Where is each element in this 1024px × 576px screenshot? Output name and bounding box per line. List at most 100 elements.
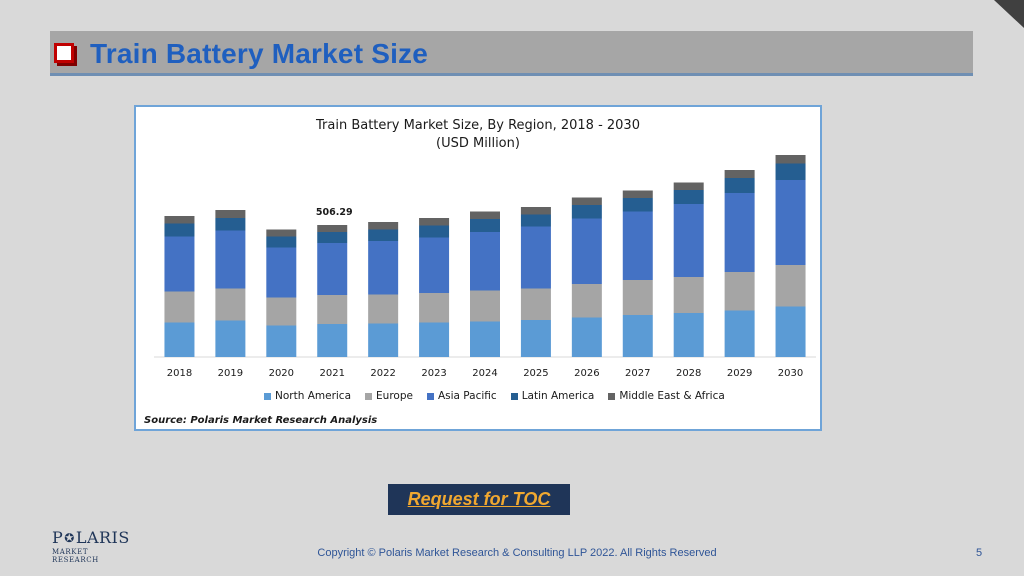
bar-segment bbox=[571, 218, 602, 284]
x-tick-label: 2030 bbox=[778, 368, 803, 379]
bar-segment bbox=[520, 226, 551, 289]
bar-segment bbox=[215, 218, 246, 231]
legend-item: Middle East & Africa bbox=[608, 390, 725, 402]
bar-segment bbox=[266, 229, 297, 237]
bar-segment bbox=[419, 322, 450, 357]
chart-source: Source: Polaris Market Research Analysis bbox=[144, 415, 378, 426]
bar-segment bbox=[673, 277, 704, 313]
bar-segment bbox=[724, 310, 755, 357]
bar-segment bbox=[724, 170, 755, 178]
legend-label: Europe bbox=[376, 390, 413, 402]
stacked-bar-chart: 2018 2019 2020 2021 506.29 2022 2023 2024 2025 20… bbox=[154, 155, 816, 379]
x-tick-label: 2029 bbox=[727, 368, 752, 379]
bar-segment bbox=[520, 214, 551, 227]
polaris-logo: P ✪ LARIS MARKET RESEARCH bbox=[52, 528, 132, 565]
chart-legend: North America Europe Asia Pacific Latin Ame… bbox=[264, 390, 725, 402]
bar-segment bbox=[368, 294, 399, 324]
bar-segment bbox=[164, 216, 195, 224]
bar-segment bbox=[419, 218, 450, 226]
chart-frame: Train Battery Market Size, By Region, 20… bbox=[134, 105, 822, 431]
bar-segment bbox=[673, 313, 704, 357]
bar-segment bbox=[368, 222, 399, 230]
x-tick-label: 2026 bbox=[574, 368, 599, 379]
bar-segment bbox=[266, 297, 297, 326]
legend-label: North America bbox=[275, 390, 352, 402]
bar-segment bbox=[470, 321, 500, 357]
corner-decoration bbox=[994, 0, 1024, 28]
title-bar: Train Battery Market Size bbox=[50, 31, 973, 76]
bar-segment bbox=[368, 229, 399, 241]
legend-swatch bbox=[426, 392, 434, 400]
bar-segment bbox=[775, 155, 806, 164]
bar-segment bbox=[164, 291, 195, 323]
checkbox-bullet-icon bbox=[54, 43, 74, 63]
x-tick-label: 2019 bbox=[218, 368, 243, 379]
bar-segment bbox=[164, 236, 195, 292]
copyright-text: Copyright © Polaris Market Research & Co… bbox=[317, 547, 717, 559]
legend-label: Latin America bbox=[521, 390, 595, 402]
bar-segment bbox=[520, 207, 551, 215]
bar-segment bbox=[419, 293, 450, 323]
bar-segment bbox=[622, 315, 653, 357]
bar-segment bbox=[368, 241, 399, 295]
bar-segment bbox=[724, 178, 755, 193]
bar-segment bbox=[470, 211, 500, 219]
legend-swatch bbox=[510, 392, 518, 400]
bar-segment bbox=[317, 295, 348, 324]
bar-segment bbox=[775, 265, 806, 307]
bar-segment bbox=[673, 182, 704, 190]
bar-segment bbox=[317, 324, 348, 357]
bar-segment bbox=[622, 190, 653, 198]
bar-segment bbox=[419, 237, 450, 293]
bar-segment bbox=[775, 306, 806, 357]
bar-segment bbox=[419, 225, 450, 238]
bar-segment bbox=[622, 280, 653, 315]
bar-segment bbox=[520, 288, 551, 320]
legend-item: North America bbox=[264, 390, 351, 402]
request-toc-button[interactable]: Request for TOC bbox=[388, 484, 570, 515]
x-tick-label: 2020 bbox=[269, 368, 294, 379]
logo-subtitle: MARKET RESEARCH bbox=[52, 548, 99, 564]
legend-item: Latin America bbox=[510, 390, 595, 402]
bar-segment bbox=[470, 219, 500, 232]
legend-swatch bbox=[264, 392, 271, 400]
bar-segment bbox=[266, 325, 297, 357]
legend-label: Middle East & Africa bbox=[619, 390, 725, 402]
bar-segment bbox=[164, 223, 195, 237]
logo-name-right: LARIS bbox=[75, 528, 130, 547]
bar-segment bbox=[775, 163, 806, 180]
bar-segment bbox=[622, 198, 653, 212]
bar-segment bbox=[775, 180, 806, 265]
x-tick-label: 2021 bbox=[320, 368, 345, 379]
legend-swatch bbox=[608, 392, 616, 400]
bar-segment bbox=[215, 320, 246, 357]
bar-segment bbox=[317, 225, 348, 232]
x-tick-label: 2018 bbox=[167, 368, 192, 379]
bar-segment bbox=[470, 290, 500, 322]
page-number: 5 bbox=[976, 547, 983, 559]
bar-segment bbox=[724, 193, 755, 272]
x-tick-label: 2023 bbox=[421, 368, 446, 379]
data-label: 506.29 bbox=[316, 207, 353, 218]
logo-name-left: P bbox=[52, 528, 64, 547]
bar-segment bbox=[317, 232, 348, 243]
bar-segment bbox=[571, 284, 602, 318]
x-tick-label: 2028 bbox=[676, 368, 701, 379]
bar-segment bbox=[571, 317, 602, 357]
bar-segment bbox=[215, 210, 246, 218]
bar-segment bbox=[215, 288, 246, 321]
x-tick-label: 2025 bbox=[523, 368, 548, 379]
legend-item: Europe bbox=[365, 390, 413, 402]
bar-segment bbox=[266, 247, 297, 298]
bar-segment bbox=[164, 322, 195, 357]
bar-segment bbox=[673, 204, 704, 277]
bar-segment bbox=[520, 320, 551, 357]
bar-segment bbox=[470, 232, 500, 291]
bar-segment bbox=[317, 243, 348, 295]
bar-segment bbox=[622, 211, 653, 280]
bar-segment bbox=[673, 190, 704, 204]
bar-segment bbox=[215, 230, 246, 289]
legend-swatch bbox=[365, 392, 373, 400]
bar-segment bbox=[266, 236, 297, 248]
bar-segment bbox=[368, 323, 399, 357]
